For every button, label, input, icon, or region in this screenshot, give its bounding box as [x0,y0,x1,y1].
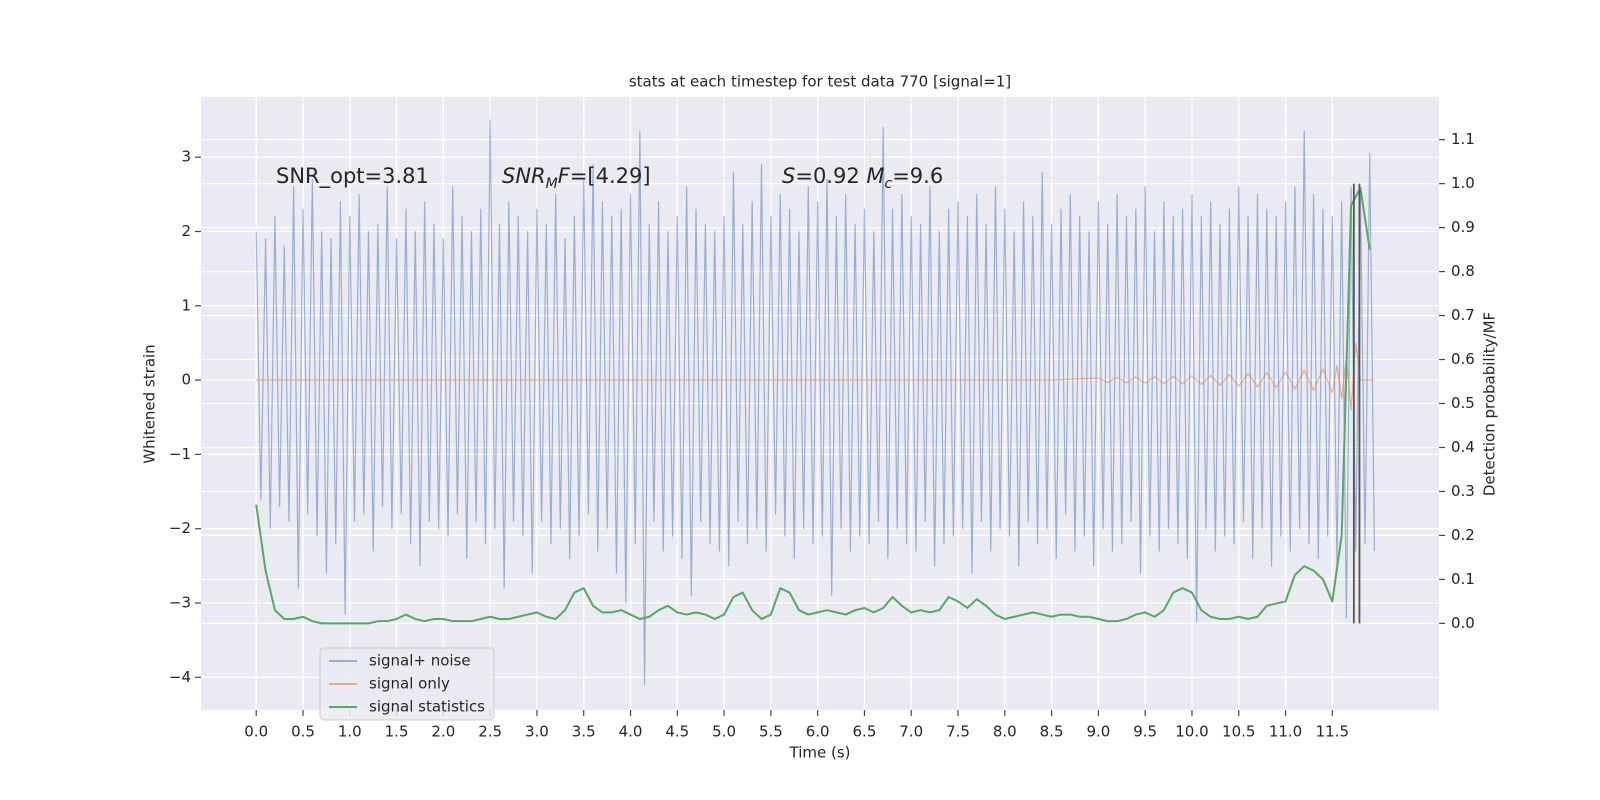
x-tick-label: 9.5 [1133,723,1157,741]
y2-tick-label: 0.5 [1451,394,1475,412]
annotation-part: M [866,164,884,188]
annotation-part: =9.6 [892,164,943,188]
x-tick-label: 0.0 [244,723,268,741]
x-tick-label: 3.0 [525,723,549,741]
annotation: SNR_opt=3.81 [276,164,429,189]
y-tick-label: −2 [169,519,191,537]
x-tick-label: 6.5 [853,723,877,741]
annotation-part: M [546,176,558,192]
y2-tick-label: 0.0 [1451,614,1475,632]
annotation-part: F [558,164,571,188]
x-tick-label: 7.5 [946,723,970,741]
y-axis-label: Whitened strain [141,344,159,463]
y-tick-label: 3 [181,148,191,166]
annotation-part: S [782,164,795,188]
series-line [255,187,1371,625]
y2-tick-label: 0.3 [1451,482,1475,500]
y-tick-label: 2 [181,222,191,240]
x-tick-label: 5.5 [759,723,783,741]
legend-label: signal statistics [369,698,485,716]
y2-axis-label: Detection probability/MF [1481,312,1499,496]
annotation: SNRMF=[4.29] [502,164,651,192]
x-tick-label: 0.5 [291,723,315,741]
y2-tick-label: 0.1 [1451,570,1475,588]
y-tick-label: 0 [181,371,191,389]
x-tick-label: 4.5 [665,723,689,741]
y2-tick-label: 0.7 [1451,306,1475,324]
x-tick-label: 8.5 [1040,723,1064,741]
x-tick-label: 1.0 [338,723,362,741]
y2-tick-label: 1.1 [1451,130,1475,148]
y2-tick-label: 0.4 [1451,438,1475,456]
legend-label: signal+ noise [369,652,471,670]
annotation: S=0.92 Mc=9.6 [782,164,943,192]
y-tick-label: 1 [181,296,191,314]
annotation-part: SNR_opt=3.81 [276,164,429,189]
y2-tick-label: 1.0 [1451,174,1475,192]
annotation-part: SNR [502,164,546,188]
x-tick-label: 1.5 [385,723,409,741]
y2-tick-label: 0.6 [1451,350,1475,368]
legend-label: signal only [369,675,450,693]
x-tick-label: 6.0 [806,723,830,741]
x-tick-label: 9.0 [1086,723,1110,741]
y2-tick-label: 0.2 [1451,526,1475,544]
series-line [255,119,1376,686]
y-tick-label: −1 [169,445,191,463]
x-tick-label: 10.5 [1222,723,1255,741]
x-tick-label: 3.5 [572,723,596,741]
annotation-part: =0.92 [795,164,866,188]
x-tick-label: 8.0 [993,723,1017,741]
chart-title: stats at each timestep for test data 770… [629,73,1011,91]
annotation-part: =[4.29] [570,164,651,188]
x-tick-label: 4.0 [619,723,643,741]
x-tick-label: 2.5 [478,723,502,741]
legend-box [319,647,495,721]
annotation-part: c [885,176,893,192]
y2-tick-label: 0.8 [1451,262,1475,280]
x-tick-label: 5.0 [712,723,736,741]
y-tick-label: −3 [169,594,191,612]
x-tick-label: 2.0 [431,723,455,741]
y2-tick-label: 0.9 [1451,218,1475,236]
x-tick-label: 10.0 [1175,723,1208,741]
y-tick-label: −4 [169,668,191,686]
x-tick-label: 11.5 [1316,723,1349,741]
x-axis-label: Time (s) [789,744,851,762]
series-line [256,342,1375,411]
x-tick-label: 11.0 [1269,723,1302,741]
x-tick-label: 7.0 [899,723,923,741]
